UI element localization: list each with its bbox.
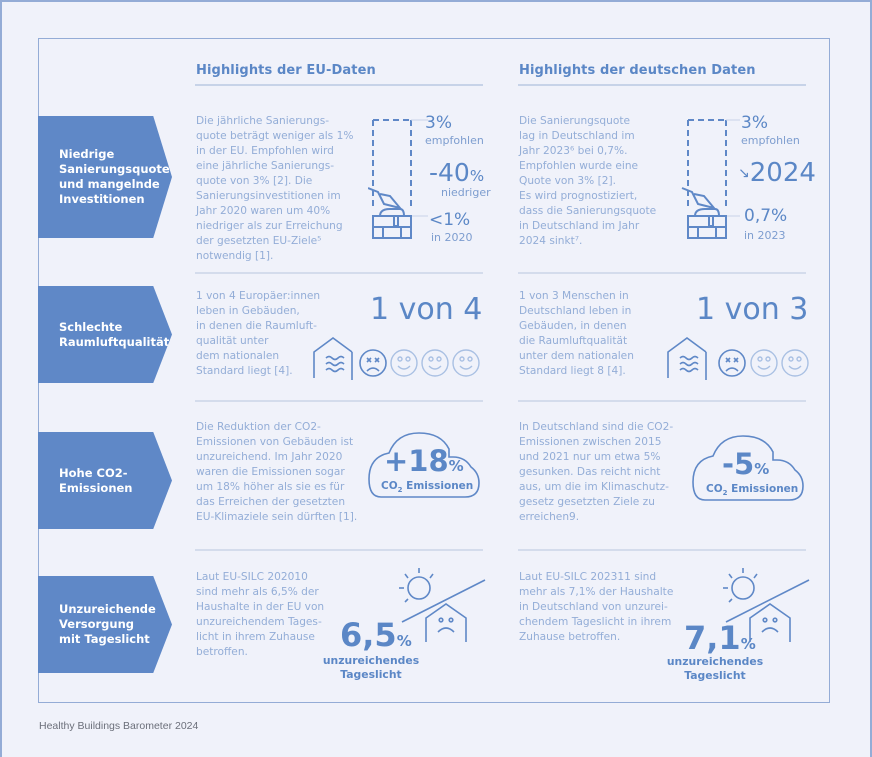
eu-current-rate-label: in 2020	[431, 231, 473, 244]
category-text: Niedrige Sanierungsquote und mangelnde I…	[59, 147, 170, 206]
de-daylight-label: unzureichendes Tageslicht	[666, 655, 764, 682]
category-label-air-quality: Schlechte Raumluftqualität	[38, 286, 172, 383]
de-current-rate-value: 0,7%	[744, 206, 788, 226]
eu-investment-gap-label: niedriger	[441, 186, 491, 199]
row-divider	[518, 400, 806, 402]
de-air-quality-stat: 1 von 3	[696, 292, 809, 327]
subscript: 2	[722, 489, 728, 498]
sun-house-sad-icon	[399, 568, 486, 642]
de-current-rate-label: in 2023	[744, 229, 786, 242]
eu-air-quality-stat: 1 von 4	[370, 292, 483, 327]
unit: %	[469, 167, 485, 185]
de-recommended-value: 3%	[741, 113, 768, 133]
category-label-renovation: Niedrige Sanierungsquote und mangelnde I…	[38, 116, 172, 238]
eu-recommended-value: 3%	[425, 113, 452, 133]
eu-heading-rule	[195, 84, 483, 86]
value: 2024	[749, 158, 816, 188]
de-column-heading: Highlights der deutschen Daten	[519, 63, 756, 78]
de-co2-stat: -5%	[722, 447, 769, 481]
co: CO	[706, 483, 723, 495]
eu-air-quality-text: 1 von 4 Europäer:innen leben in Gebäuden…	[196, 290, 321, 377]
eu-daylight-text: Laut EU-SILC 202010 sind mehr als 6,5% d…	[196, 571, 325, 658]
row-divider	[195, 272, 483, 274]
category-label-daylight: Unzureichende Versorgung mit Tageslicht	[38, 576, 172, 673]
eu-co2-label: CO2 Emissionen	[381, 480, 473, 494]
de-forecast-year: ↘2024	[738, 158, 816, 188]
sun-house-sad-icon	[723, 568, 810, 642]
unit: %	[396, 632, 412, 650]
eu-recommended-label: empfohlen	[425, 134, 484, 147]
de-air-quality-text: 1 von 3 Menschen in Deutschland leben in…	[519, 290, 634, 377]
house-air-faces-icon	[667, 337, 809, 380]
eu-column-heading: Highlights der EU-Daten	[196, 63, 376, 78]
de-daylight-text: Laut EU-SILC 202311 sind mehr als 7,1% d…	[519, 571, 674, 643]
subscript: 2	[397, 486, 403, 495]
eu-co2-text: Die Reduktion der CO2- Emissionen von Ge…	[196, 421, 358, 523]
de-heading-rule	[518, 84, 806, 86]
trowel-brick-icon	[368, 119, 428, 239]
unit: %	[754, 460, 770, 478]
eu-renovation-text: Die jährliche Sanierungs- quote beträgt …	[196, 115, 354, 262]
value: 7,1	[684, 619, 741, 657]
category-label-co2: Hohe CO2-Emissionen	[38, 432, 172, 529]
value: -5	[722, 447, 755, 481]
eu-investment-gap-value: -40%	[429, 158, 484, 187]
category-text: Unzureichende Versorgung mit Tageslicht	[59, 602, 156, 646]
value: +18	[384, 444, 449, 478]
cloud-icon	[692, 435, 804, 501]
unit: %	[740, 635, 756, 653]
emissionen: Emissionen	[727, 483, 799, 495]
footer-text: Healthy Buildings Barometer 2024	[39, 720, 199, 732]
row-divider	[518, 272, 806, 274]
eu-co2-stat: +18%	[384, 444, 464, 478]
eu-daylight-label: unzureichendes Tageslicht	[322, 654, 420, 681]
down-right-arrow-icon: ↘	[738, 165, 750, 182]
cloud-icon	[368, 432, 480, 498]
co: CO	[381, 480, 398, 492]
emissionen: Emissionen	[402, 480, 474, 492]
row-divider	[518, 549, 806, 551]
de-co2-label: CO2 Emissionen	[706, 483, 798, 497]
row-divider	[195, 400, 483, 402]
de-daylight-stat: 7,1%	[684, 619, 756, 657]
trowel-brick-icon	[681, 119, 740, 239]
eu-current-rate-value: <1%	[429, 210, 471, 230]
row-divider	[195, 549, 483, 551]
value: -40	[429, 158, 470, 187]
de-renovation-text: Die Sanierungsquote lag in Deutschland i…	[519, 115, 657, 247]
de-recommended-label: empfohlen	[741, 134, 800, 147]
unit: %	[448, 457, 464, 475]
category-text: Schlechte Raumluftqualität	[59, 319, 170, 349]
category-text: Hohe CO2-Emissionen	[59, 465, 133, 495]
eu-daylight-stat: 6,5%	[340, 616, 412, 654]
value: 6,5	[340, 616, 397, 654]
house-air-faces-icon	[313, 337, 480, 380]
de-co2-text: In Deutschland sind die CO2- Emissionen …	[519, 421, 674, 523]
